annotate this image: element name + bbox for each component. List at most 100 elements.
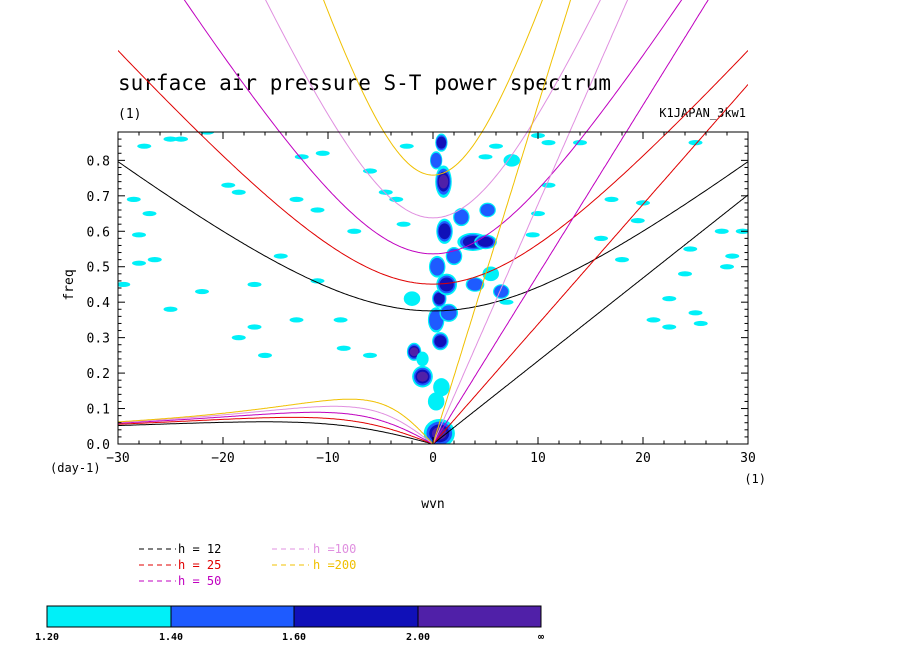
speck-35 (636, 200, 650, 206)
speck-19 (310, 278, 325, 284)
speck-0 (126, 196, 141, 202)
speck-56 (118, 281, 131, 288)
blob-5-level-3 (434, 335, 447, 348)
speck-59 (137, 143, 152, 149)
y-tick-label-5: 0.5 (87, 261, 110, 276)
rossby-curve-h12 (118, 421, 434, 444)
y-tick-label-0: 0.0 (87, 438, 110, 453)
rossby-curve-h25 (118, 416, 434, 444)
ig-curve-h50 (183, 0, 683, 255)
speck-20 (347, 228, 362, 234)
speck-25 (336, 345, 351, 351)
speck-23 (396, 221, 411, 227)
y-tick-label-2: 0.2 (87, 367, 110, 382)
speck-33 (573, 140, 587, 146)
blob-23-level-3 (477, 236, 494, 247)
speck-21 (399, 143, 414, 149)
speck-48 (541, 182, 556, 188)
speck-18 (289, 317, 304, 323)
colorbar-level-2 (171, 606, 294, 627)
y-unit-label: (day-1) (50, 461, 101, 475)
blob-4-level-4 (409, 347, 419, 357)
experiment-label: K1JAPAN_3kw1 (659, 106, 746, 120)
speck-40 (714, 228, 729, 234)
x-tick-label-2: −10 (316, 451, 339, 466)
y-tick-label-3: 0.3 (87, 332, 110, 347)
speck-51 (525, 232, 540, 238)
y-tick-label-4: 0.4 (87, 296, 111, 311)
blob-25-level-1 (416, 351, 429, 367)
blob-22-level-2 (494, 285, 509, 298)
kelvin-curve-h200 (432, 0, 572, 444)
speck-46 (662, 324, 677, 330)
rossby-curve-h200 (118, 398, 434, 444)
x-tick-label-1: −20 (211, 451, 234, 466)
speck-24 (363, 352, 377, 358)
colorbar-label-2: 1.40 (159, 632, 183, 643)
legend-label-h25: h = 25 (178, 558, 221, 572)
chart-subtitle: (1) (118, 107, 141, 122)
speck-1 (142, 210, 157, 217)
legend-label-h50: h = 50 (178, 574, 221, 588)
blob-14-level-2 (454, 209, 469, 225)
kelvin-curve-h12 (432, 194, 748, 444)
blob-17-level-3 (436, 136, 447, 149)
blob-1-level-1 (427, 392, 445, 411)
colorbar-level-4 (418, 606, 541, 627)
x-tick-label-4: 10 (530, 451, 546, 466)
speck-49 (594, 235, 608, 241)
speck-22 (389, 196, 404, 202)
axis-ticks: −30 −20 −10 0 10 20 30 0.0 0.1 0.2 0.3 0.4 0.5 0.6 0.7… (87, 132, 756, 466)
colorbar-label-5: ∞ (538, 632, 544, 643)
x-tick-label-5: 20 (635, 451, 651, 466)
x-unit-label: (1) (744, 472, 766, 486)
speck-32 (541, 140, 556, 146)
speck-8 (247, 281, 262, 288)
blob-19-level-2 (480, 203, 495, 217)
speck-3 (147, 257, 162, 263)
blob-18-level-2 (467, 278, 483, 291)
speck-37 (678, 271, 692, 277)
legend-label-h12: h = 12 (178, 542, 221, 556)
speck-42 (662, 296, 677, 302)
speck-9 (273, 253, 288, 259)
ig-curve-h25 (118, 50, 748, 285)
blob-7-level-2 (440, 305, 457, 321)
speck-7 (231, 189, 246, 195)
speck-50 (499, 299, 514, 305)
blob-9-level-3 (439, 277, 454, 292)
speck-54 (725, 253, 740, 259)
blob-10-level-2 (430, 257, 445, 276)
colorbar-label-3: 1.60 (282, 632, 306, 643)
colorbar-label-1: 1.20 (35, 632, 59, 643)
speck-16 (231, 335, 246, 341)
rossby-curve-h100 (118, 405, 434, 444)
speck-44 (688, 310, 703, 316)
speck-45 (693, 320, 708, 327)
kelvin-curve-h25 (432, 84, 748, 444)
y-axis-label: freq (62, 269, 77, 300)
legend: h = 12 h = 25 h = 50 h =100 h =200 (139, 542, 356, 588)
speck-55 (163, 306, 178, 312)
colorbar-label-4: 2.00 (406, 632, 430, 643)
speck-11 (315, 150, 330, 156)
colorbar-level-3 (294, 606, 418, 627)
speck-38 (683, 246, 698, 252)
ig-curve-h100 (265, 0, 601, 219)
kelvin-curve-h100 (432, 0, 629, 444)
speck-57 (132, 232, 146, 238)
speck-17 (258, 352, 272, 358)
colorbar-level-1 (47, 606, 171, 627)
ig-curve-h200 (323, 0, 543, 176)
blob-8-level-3 (433, 292, 445, 305)
speck-13 (310, 207, 325, 213)
dispersion-curves (118, 0, 748, 444)
blob-16-level-2 (430, 152, 442, 168)
blob-3-level-4 (417, 371, 428, 382)
speck-58 (163, 136, 178, 142)
y-tick-label-8: 0.8 (87, 154, 110, 169)
legend-label-h100: h =100 (313, 542, 356, 556)
ig-curve-h12 (118, 161, 748, 312)
speck-14 (195, 288, 209, 295)
